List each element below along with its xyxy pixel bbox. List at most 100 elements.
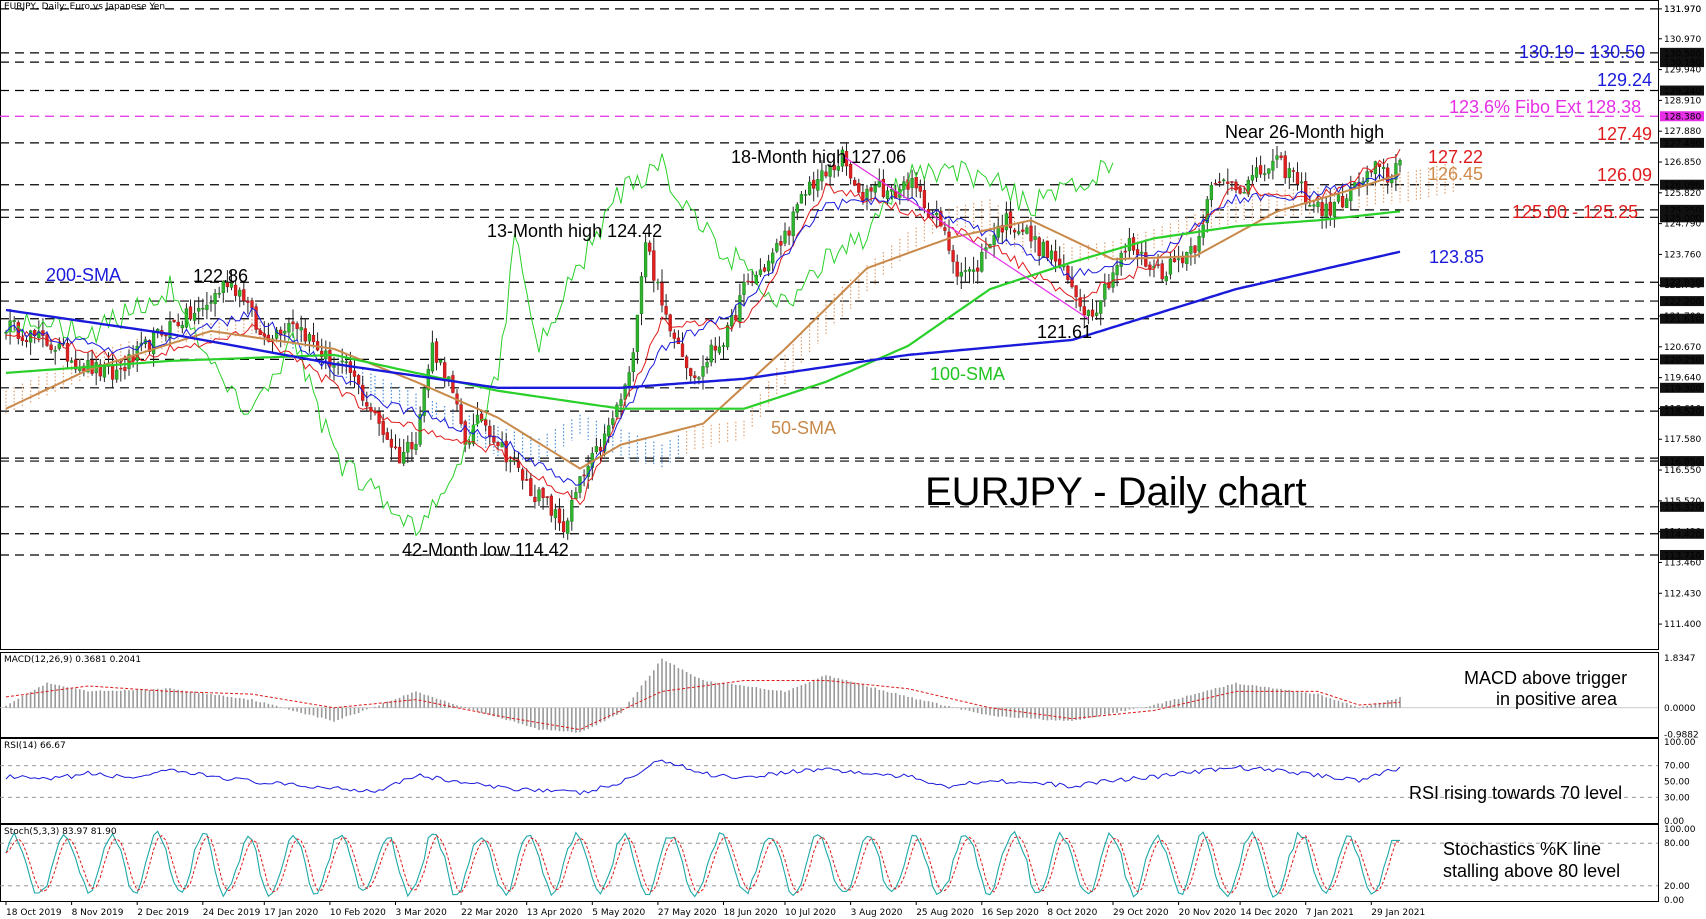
candle-up <box>1025 227 1029 234</box>
candle-up <box>414 444 418 450</box>
annotation-fibo-ext: 123.6% Fibo Ext 128.38 <box>1449 97 1641 117</box>
candle <box>475 402 480 427</box>
candle <box>82 362 86 377</box>
candle <box>639 272 644 326</box>
candle-up <box>418 414 422 445</box>
rsi-y-label: 50.00 <box>1664 778 1690 788</box>
candle <box>69 357 74 363</box>
candle <box>274 326 279 340</box>
candle <box>680 332 685 358</box>
candle <box>750 270 754 287</box>
candle-down <box>693 375 697 379</box>
candle-up <box>500 442 504 448</box>
candle-up <box>697 377 701 380</box>
candle <box>566 517 570 540</box>
stoch-y-label: 80.00 <box>1664 839 1690 849</box>
candle <box>467 439 471 449</box>
candle <box>213 288 217 317</box>
candle-down <box>951 250 955 262</box>
candle-up <box>1185 252 1189 265</box>
candle-down <box>381 421 385 435</box>
candle <box>164 333 168 342</box>
candle-up <box>1336 194 1341 202</box>
candle <box>635 314 640 364</box>
candle-down <box>1217 181 1222 184</box>
candle <box>356 373 361 395</box>
candle-down <box>1213 183 1218 185</box>
candle-up <box>1254 167 1259 178</box>
x-tick-label: 16 Sep 2020 <box>982 908 1039 918</box>
candle-down <box>242 289 246 302</box>
y-tick-label: 111.400 <box>1664 620 1701 630</box>
macd-panel: 1.8347 0.0000 -0.9882 <box>0 654 1699 741</box>
candle <box>832 156 836 178</box>
candle-down <box>1148 264 1152 270</box>
candle <box>508 457 512 473</box>
price-tag-box <box>1660 313 1704 324</box>
candle-down <box>598 446 603 452</box>
candle <box>963 257 968 283</box>
candle-down <box>1181 256 1185 264</box>
candle-down <box>541 487 545 499</box>
candle-down <box>1082 306 1086 316</box>
candle <box>1090 298 1095 321</box>
candle <box>332 356 336 381</box>
candle-up <box>717 346 722 353</box>
candle-up <box>566 520 570 534</box>
ichimoku-cloud <box>5 162 1454 469</box>
candle-up <box>889 189 894 192</box>
candle <box>94 359 98 386</box>
annotation-126-45: 126.45 <box>1428 164 1483 184</box>
candle-up <box>475 414 480 424</box>
candle <box>1365 165 1369 195</box>
candle-up <box>283 331 287 334</box>
price-tag-box <box>1660 549 1704 560</box>
candle <box>1217 172 1222 187</box>
candle <box>803 189 808 206</box>
candle <box>1394 154 1398 192</box>
candle-up <box>910 178 914 188</box>
candle <box>1062 254 1066 271</box>
candle <box>393 434 398 450</box>
candle <box>488 419 492 447</box>
candle <box>496 441 500 451</box>
candle-up <box>820 170 824 182</box>
rsi-y-label: 70.00 <box>1664 762 1690 772</box>
candle-down <box>279 329 283 336</box>
candle <box>939 207 943 227</box>
candle <box>561 508 566 538</box>
candle <box>197 296 201 325</box>
candle-down <box>689 368 693 377</box>
candle <box>877 168 881 188</box>
candle <box>1021 222 1025 236</box>
candle <box>594 437 599 455</box>
candle-up <box>725 324 730 348</box>
candle <box>807 176 812 196</box>
candle-down <box>1283 155 1287 179</box>
candle <box>397 438 402 464</box>
candle <box>1291 167 1296 183</box>
candle <box>713 337 717 364</box>
candle <box>188 299 193 321</box>
candle-up <box>1189 246 1193 254</box>
rsi-panel-frame <box>0 738 1659 824</box>
candle-up <box>1115 265 1119 276</box>
macd-y-label: -0.9882 <box>1664 731 1699 741</box>
candle-up <box>639 276 644 314</box>
candle <box>410 432 414 461</box>
candle-down <box>119 367 123 370</box>
candle-down <box>24 339 29 343</box>
candle <box>775 238 779 254</box>
y-tick-label: 120.670 <box>1664 343 1701 353</box>
candle-up <box>406 441 410 453</box>
price-tag-box <box>1660 212 1704 223</box>
y-tick-label: 113.460 <box>1664 558 1701 568</box>
candle <box>1103 273 1107 307</box>
candle <box>492 425 496 445</box>
rsi-panel: 100.00 70.00 50.00 30.00 0.00 <box>0 738 1696 827</box>
candle-up <box>935 212 939 216</box>
macd-annotation-line2: in positive area <box>1496 689 1618 709</box>
y-tick-label: 129.940 <box>1664 66 1701 76</box>
annotation-123-85: 123.85 <box>1429 247 1484 267</box>
candle-up <box>807 181 812 195</box>
